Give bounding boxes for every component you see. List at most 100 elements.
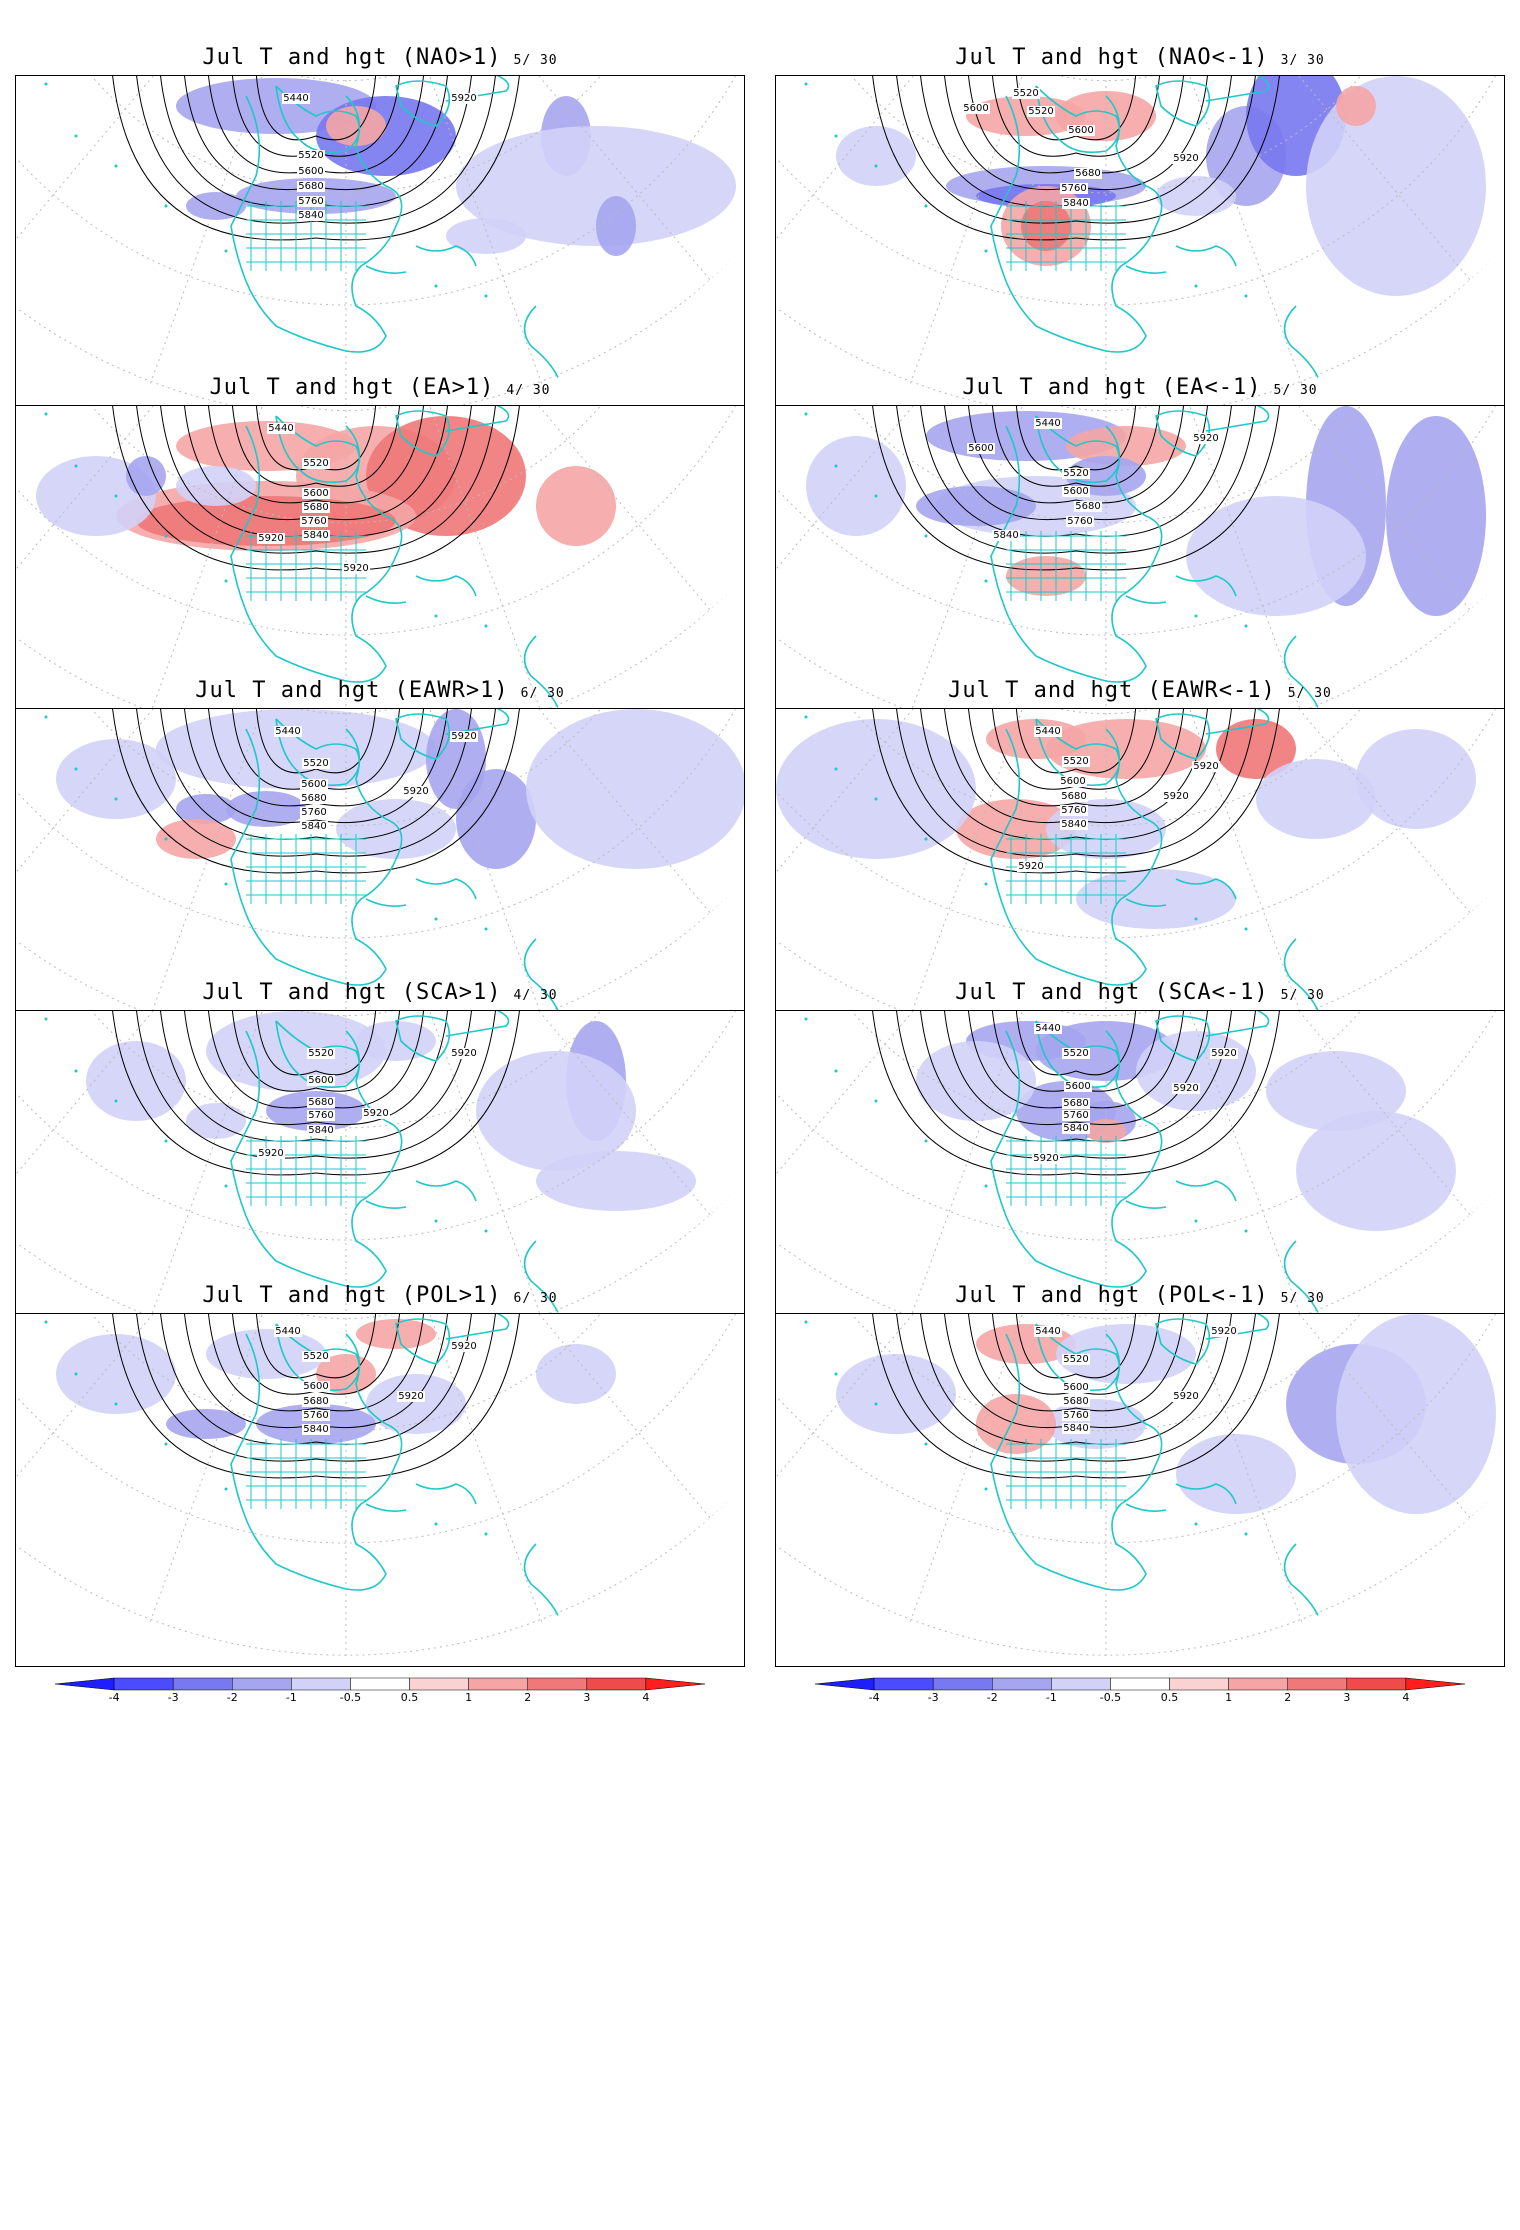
height-contour-line (231, 406, 401, 487)
contour-label-bg (1062, 1396, 1090, 1407)
contour-label: 5600 (1068, 125, 1093, 136)
polar-map: 5440 5520 5600 5680 5760 5840 5920 5920 (15, 1313, 745, 1667)
map-panel: Jul T and hgt (POL>1) 6/ 30 5440 5520 5600 56… (0, 1273, 760, 1719)
map-panel: Jul T and hgt (NAO>1) 5/ 30 5440 5520 5600 56… (0, 35, 760, 481)
contour-label-bg (450, 1048, 478, 1059)
coastline (804, 1314, 1337, 1659)
colorbar-swatch (55, 1677, 115, 1691)
cold-anomaly-area (596, 196, 636, 256)
height-contour-line (967, 709, 1185, 807)
contour-label: 5840 (1061, 819, 1086, 830)
panel-title: Jul T and hgt (EA>1) 4/ 30 (0, 375, 760, 400)
colorbar-tick-label: 2 (524, 1691, 532, 1704)
height-contour-line (111, 406, 521, 571)
cold-anomaly-area (1336, 1314, 1496, 1514)
contour-label-bg (450, 1341, 478, 1352)
contour-label-bg (397, 1391, 425, 1402)
colorbar-swatch (645, 1677, 705, 1691)
coastline (804, 76, 1337, 421)
cold-anomaly-area (1156, 176, 1236, 216)
cold-anomaly-area (916, 1041, 1036, 1121)
cold-anomaly-area (1186, 496, 1366, 616)
contour-label-bg (257, 533, 285, 544)
height-contour-line (255, 1314, 377, 1379)
panel-title: Jul T and hgt (POL>1) 6/ 30 (0, 1283, 760, 1308)
contour-label-bg (1062, 1354, 1090, 1365)
contour-label-bg (1162, 791, 1190, 802)
height-contour-line (919, 406, 1233, 537)
panel-title-text: Jul T and hgt (SCA<-1) (955, 980, 1269, 1005)
contour-label: 5760 (301, 516, 326, 527)
height-contours (871, 1011, 1281, 1176)
contour-label-bg (1027, 106, 1055, 117)
contour-label: 5520 (303, 1351, 328, 1362)
colorbar-tick-label: 3 (1343, 1691, 1351, 1704)
contour-label-bg (302, 1351, 330, 1362)
cold-anomaly-area (1356, 729, 1476, 829)
cold-anomaly-area (536, 1151, 696, 1211)
contour-label-bg (302, 488, 330, 499)
coastline (44, 76, 577, 421)
colorbar-tick-label: 1 (465, 1691, 473, 1704)
contour-label-bg (282, 93, 310, 104)
colorbar-tick-label: -1 (1045, 1691, 1057, 1704)
colorbar: -4 -3 -2 -1 -0.5 0.5 1 2 3 4 (55, 1677, 705, 1713)
cold-anomaly-area (226, 791, 306, 827)
cold-anomaly-area (526, 709, 744, 869)
height-contour-line (991, 406, 1161, 487)
height-contour-line (871, 1011, 1281, 1176)
height-contour-line (135, 406, 497, 554)
contour-label: 5920 (451, 731, 476, 742)
contour-label-bg (300, 793, 328, 804)
contour-label-bg (1062, 1098, 1090, 1109)
height-contour-line (895, 406, 1257, 554)
colorbar-tick-label: 1 (1225, 1691, 1233, 1704)
cold-anomaly-area (1076, 869, 1236, 929)
colorbar-swatch (1346, 1677, 1407, 1691)
contour-label: 5760 (1063, 1110, 1088, 1121)
map-panel: Jul T and hgt (POL<-1) 5/ 30 5440 5520 5600 5… (760, 1273, 1520, 1719)
contour-label: 5600 (308, 1075, 333, 1086)
contour-label-bg (302, 758, 330, 769)
panel-title: Jul T and hgt (SCA>1) 4/ 30 (0, 980, 760, 1005)
contour-label: 5680 (1063, 1098, 1088, 1109)
contour-label: 5680 (301, 793, 326, 804)
case-count: 5/ 30 (1287, 686, 1332, 701)
colorbar-swatch (1287, 1677, 1348, 1691)
contour-label: 5680 (308, 1097, 333, 1108)
cold-anomaly-area (56, 739, 176, 819)
contour-label-bg (302, 458, 330, 469)
height-contour-line (135, 709, 497, 857)
contour-label: 5920 (398, 1391, 423, 1402)
panel-title: Jul T and hgt (SCA<-1) 5/ 30 (760, 980, 1520, 1005)
contour-label-bg (1034, 726, 1062, 737)
contour-label-bg (274, 1326, 302, 1337)
panel-title-text: Jul T and hgt (NAO>1) (202, 45, 502, 70)
panel-title: Jul T and hgt (NAO<-1) 3/ 30 (760, 45, 1520, 70)
colorbar-swatch (1405, 1677, 1465, 1691)
contour-label-bg (1066, 516, 1094, 527)
contour-label: 5680 (303, 502, 328, 513)
contour-label: 5600 (1065, 1081, 1090, 1092)
cold-anomaly-area (176, 466, 256, 506)
colorbar-tick-label: -1 (285, 1691, 297, 1704)
contour-label: 5920 (1193, 761, 1218, 772)
map-canvas: 5440 5520 5600 5680 5760 5840 5920 5920 (16, 1314, 744, 1659)
panel-title-text: Jul T and hgt (POL<-1) (955, 1283, 1269, 1308)
height-contour-line (919, 1011, 1233, 1142)
panel-title-text: Jul T and hgt (EA<-1) (962, 375, 1262, 400)
contour-label: 5840 (301, 821, 326, 832)
contour-label: 5840 (298, 210, 323, 221)
height-contour-line (231, 1011, 401, 1092)
contour-label: 5520 (1028, 106, 1053, 117)
contour-label: 5920 (1163, 791, 1188, 802)
cold-anomaly-area (156, 709, 436, 789)
case-count: 4/ 30 (506, 383, 551, 398)
colorbar-swatch (468, 1677, 528, 1691)
height-contour-line (159, 1314, 473, 1445)
map-panel: Jul T and hgt (EAWR<-1) 5/ 30 5440 5520 5600… (760, 668, 1520, 1114)
warm-anomaly-area (136, 496, 396, 546)
contour-label-bg (297, 210, 325, 221)
warm-anomaly-area (1216, 719, 1296, 779)
